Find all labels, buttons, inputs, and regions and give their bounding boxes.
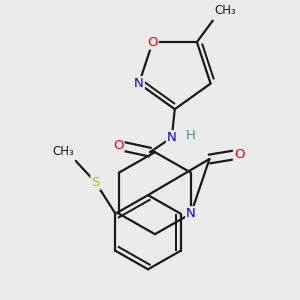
Text: CH₃: CH₃	[215, 4, 236, 17]
Text: O: O	[234, 148, 244, 160]
Text: CH₃: CH₃	[52, 145, 74, 158]
Text: N: N	[167, 131, 177, 144]
Text: N: N	[134, 77, 144, 90]
Text: H: H	[186, 129, 196, 142]
Text: N: N	[186, 207, 196, 220]
Text: O: O	[113, 139, 124, 152]
Text: S: S	[92, 176, 100, 189]
Text: O: O	[147, 36, 158, 49]
